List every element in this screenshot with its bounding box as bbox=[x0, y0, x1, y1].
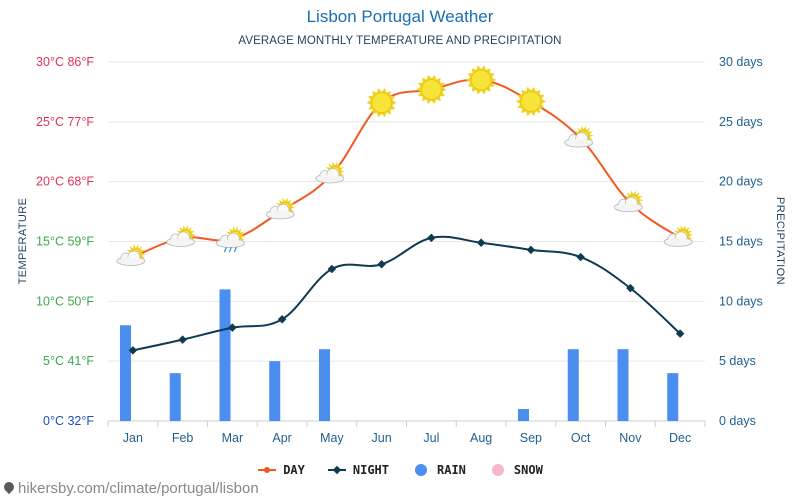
legend-marker-snow bbox=[491, 464, 504, 476]
cloud-fill bbox=[167, 238, 194, 246]
right-tick-label: 0 days bbox=[719, 414, 756, 428]
x-tick-label: Feb bbox=[172, 431, 194, 445]
left-tick-label: 15°C 59°F bbox=[36, 235, 94, 249]
rain-bar bbox=[319, 349, 330, 421]
legend-swatch bbox=[415, 464, 427, 476]
cloud-fill bbox=[316, 174, 343, 182]
right-tick-label: 15 days bbox=[719, 235, 763, 249]
night-point bbox=[128, 346, 138, 355]
rain-drop bbox=[228, 246, 232, 253]
rain-bar bbox=[120, 325, 131, 421]
rain-bar bbox=[169, 373, 181, 421]
legend-marker-day bbox=[258, 467, 277, 473]
cloud-fill bbox=[117, 257, 144, 265]
x-tick-label: Sep bbox=[520, 431, 542, 445]
night-line bbox=[132, 235, 681, 352]
left-tick-label: 5°C 41°F bbox=[43, 354, 94, 368]
partly-cloudy-icon bbox=[116, 244, 146, 266]
legend-label: SNOW bbox=[513, 463, 543, 477]
left-tick-label: 25°C 77°F bbox=[36, 115, 94, 129]
partly-cloudy-icon bbox=[166, 225, 196, 247]
right-tick-label: 5 days bbox=[719, 354, 756, 368]
sun-disc bbox=[520, 90, 542, 112]
left-tick-label: 10°C 50°F bbox=[36, 294, 94, 308]
rain-bar bbox=[617, 349, 629, 421]
location-pin-icon bbox=[1, 479, 17, 495]
source-link[interactable]: hikersby.com/climate/portugal/lisbon bbox=[1, 479, 259, 497]
chart-legend: DAY NIGHT RAIN SNOW bbox=[0, 463, 800, 477]
partly-cloudy-icon bbox=[663, 225, 694, 247]
cloud-fill bbox=[267, 210, 294, 218]
x-tick-label: Jul bbox=[423, 431, 439, 445]
left-tick-label: 20°C 68°F bbox=[36, 175, 94, 189]
source-text: hikersby.com/climate/portugal/lisbon bbox=[18, 480, 259, 497]
rain-cloud-icon bbox=[215, 226, 246, 253]
x-tick-label: Mar bbox=[222, 431, 244, 445]
cloud-fill bbox=[565, 139, 592, 147]
x-tick-label: Nov bbox=[619, 431, 642, 445]
rain-bar bbox=[518, 409, 529, 421]
x-tick-label: May bbox=[320, 431, 344, 445]
cloud-fill bbox=[217, 239, 244, 247]
right-tick-label: 25 days bbox=[719, 115, 763, 129]
night-point bbox=[675, 329, 685, 338]
sun-disc bbox=[420, 79, 442, 101]
right-tick-label: 10 days bbox=[719, 294, 763, 308]
x-tick-label: Oct bbox=[571, 431, 591, 445]
legend-diamond bbox=[332, 465, 342, 475]
sun-icon bbox=[515, 86, 546, 117]
sun-icon bbox=[466, 65, 497, 95]
left-tick-label: 30°C 86°F bbox=[36, 55, 94, 69]
legend-swatch bbox=[491, 464, 504, 476]
right-tick-label: 30 days bbox=[719, 55, 763, 69]
legend-dot bbox=[264, 467, 271, 473]
left-tick-label: 0°C 32°F bbox=[43, 414, 94, 428]
night-point bbox=[327, 264, 337, 274]
sun-icon bbox=[366, 88, 397, 118]
rain-drop bbox=[223, 246, 227, 253]
cloud-fill bbox=[665, 238, 692, 246]
cloud-fill bbox=[615, 203, 642, 211]
legend-item-snow[interactable]: SNOW bbox=[488, 463, 543, 477]
sun-disc bbox=[470, 69, 492, 91]
legend-marker-night bbox=[327, 465, 346, 475]
legend-item-rain[interactable]: RAIN bbox=[411, 463, 466, 477]
rain-drop bbox=[233, 246, 237, 253]
chart-title: Lisbon Portugal Weather bbox=[306, 7, 494, 26]
partly-cloudy-icon bbox=[613, 190, 644, 213]
legend-item-day[interactable]: DAY bbox=[257, 463, 305, 477]
night-point bbox=[277, 315, 287, 324]
x-tick-label: Dec bbox=[669, 431, 691, 445]
x-tick-label: Jan bbox=[123, 431, 143, 445]
right-tick-label: 20 days bbox=[719, 175, 763, 189]
rain-bar bbox=[667, 373, 679, 421]
x-tick-label: Jun bbox=[372, 431, 392, 445]
night-point bbox=[476, 238, 486, 247]
rain-bar bbox=[567, 349, 579, 421]
x-tick-label: Apr bbox=[272, 431, 291, 445]
partly-cloudy-icon bbox=[315, 161, 345, 184]
night-point bbox=[427, 233, 436, 243]
legend-label: RAIN bbox=[437, 463, 466, 477]
rain-bar bbox=[269, 361, 281, 421]
chart-subtitle: AVERAGE MONTHLY TEMPERATURE AND PRECIPIT… bbox=[238, 35, 562, 47]
legend-item-night[interactable]: NIGHT bbox=[327, 463, 389, 477]
day-line bbox=[132, 78, 681, 258]
night-point bbox=[228, 323, 237, 332]
night-point bbox=[377, 259, 386, 269]
x-tick-label: Aug bbox=[470, 431, 492, 445]
night-point bbox=[526, 245, 536, 255]
legend-label: NIGHT bbox=[352, 463, 389, 477]
legend-label: DAY bbox=[283, 463, 305, 477]
sun-disc bbox=[371, 92, 393, 114]
night-point bbox=[626, 283, 635, 293]
partly-cloudy-icon bbox=[265, 197, 296, 220]
partly-cloudy-icon bbox=[564, 125, 594, 148]
sun-icon bbox=[416, 74, 447, 105]
legend-marker-rain bbox=[415, 464, 427, 476]
night-point bbox=[576, 252, 585, 262]
rain-bar bbox=[219, 289, 231, 421]
night-point bbox=[178, 335, 187, 344]
